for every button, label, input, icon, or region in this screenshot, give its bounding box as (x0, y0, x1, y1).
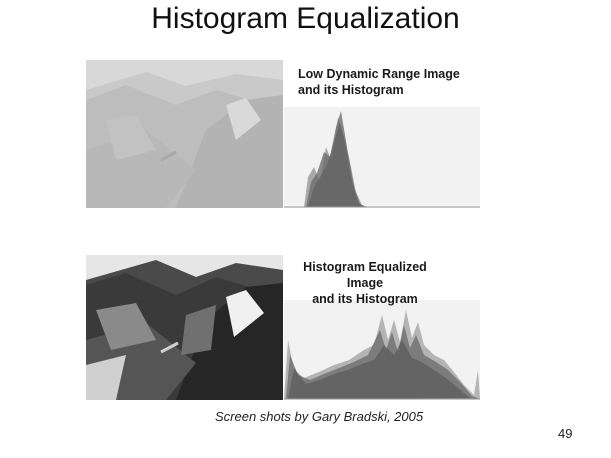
equalized-caption-line2: and its Histogram (312, 292, 418, 306)
equalized-caption-line1: Histogram Equalized Image (303, 260, 427, 290)
low-caption-line2: and its Histogram (298, 83, 404, 97)
equalized-histogram (284, 300, 480, 400)
low-dynamic-range-histogram (284, 107, 480, 208)
credit-text: Screen shots by Gary Bradski, 2005 (215, 409, 424, 424)
low-dynamic-range-caption: Low Dynamic Range Image and its Histogra… (284, 60, 480, 107)
low-caption-line1: Low Dynamic Range Image (298, 67, 460, 81)
slide-title: Histogram Equalization (151, 2, 460, 35)
equalized-photo (86, 255, 283, 400)
low-dynamic-range-photo (86, 60, 283, 208)
equalized-caption: Histogram Equalized Image and its Histog… (284, 254, 480, 306)
page-number: 49 (558, 426, 573, 441)
